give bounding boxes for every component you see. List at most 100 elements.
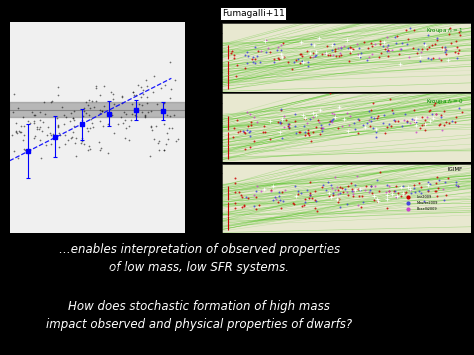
Point [71, 123, 78, 129]
Point [432, 111, 439, 117]
Point [241, 65, 249, 71]
Point [376, 169, 383, 175]
Point [241, 129, 248, 135]
Point [88, 98, 96, 104]
Point [446, 32, 453, 37]
Point [403, 119, 411, 124]
Point [246, 144, 254, 150]
Point [393, 193, 401, 199]
Point [349, 46, 357, 52]
Point [269, 184, 276, 189]
Point [258, 48, 265, 54]
Point [155, 140, 162, 146]
Point [96, 147, 103, 153]
Point [260, 186, 268, 192]
Point [359, 199, 367, 205]
Point [304, 59, 311, 65]
Point [319, 51, 326, 56]
Point [53, 115, 61, 121]
Point [335, 104, 342, 109]
Point [301, 200, 309, 205]
Point [354, 186, 362, 192]
Point [160, 147, 168, 153]
Point [262, 37, 270, 42]
Point [394, 191, 401, 196]
Point [385, 189, 393, 194]
Point [385, 189, 393, 194]
Point [62, 141, 69, 147]
Point [408, 116, 416, 121]
Point [351, 126, 358, 132]
Point [401, 111, 409, 116]
Point [350, 188, 357, 194]
Point [405, 200, 412, 206]
Point [78, 123, 85, 129]
Point [73, 153, 80, 159]
Point [399, 184, 407, 189]
Point [354, 130, 362, 136]
Point [305, 196, 313, 201]
Point [432, 180, 439, 186]
Point [48, 98, 55, 104]
Point [92, 86, 100, 91]
Point [91, 104, 98, 110]
Point [329, 116, 337, 122]
Point [425, 179, 432, 185]
Point [132, 112, 139, 118]
Point [155, 147, 163, 153]
Point [14, 155, 22, 160]
Point [392, 194, 400, 200]
Point [250, 59, 257, 64]
Point [395, 51, 403, 57]
Point [435, 55, 443, 61]
Point [284, 121, 292, 127]
Point [246, 128, 254, 133]
Point [383, 206, 391, 211]
Point [254, 54, 261, 59]
Point [136, 101, 143, 106]
Point [161, 147, 168, 153]
Point [384, 47, 392, 53]
Point [96, 118, 103, 124]
Point [314, 117, 322, 123]
Point [451, 119, 459, 125]
Point [297, 39, 305, 45]
Point [298, 203, 305, 209]
Point [446, 120, 453, 126]
Point [286, 121, 293, 126]
Point [346, 122, 353, 128]
Point [452, 179, 459, 185]
Point [371, 184, 378, 189]
Point [440, 197, 447, 203]
Point [424, 187, 432, 193]
Point [251, 192, 258, 198]
Point [381, 113, 388, 118]
Point [328, 119, 336, 125]
Point [439, 186, 447, 192]
Point [426, 107, 434, 113]
Point [306, 192, 313, 198]
Point [370, 115, 378, 120]
Point [417, 58, 424, 64]
Point [383, 196, 391, 202]
Point [404, 184, 411, 190]
Point [146, 153, 154, 159]
Point [335, 191, 342, 197]
Point [274, 44, 282, 49]
Point [313, 208, 320, 214]
Point [20, 146, 28, 152]
Point [59, 104, 66, 110]
Point [149, 89, 157, 95]
Point [79, 117, 86, 122]
Point [421, 42, 429, 48]
Point [70, 117, 78, 122]
Point [386, 96, 393, 102]
Point [403, 189, 410, 195]
Point [365, 108, 373, 114]
Point [28, 110, 36, 115]
Point [86, 125, 93, 131]
Point [46, 130, 54, 136]
Point [35, 126, 43, 132]
Point [436, 122, 443, 128]
Text: Kroupa $f_c = 0$: Kroupa $f_c = 0$ [426, 97, 463, 105]
